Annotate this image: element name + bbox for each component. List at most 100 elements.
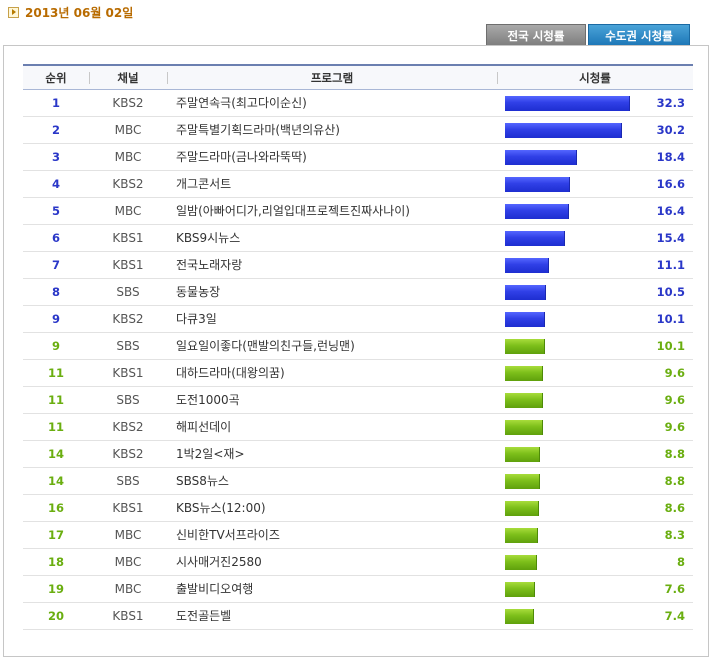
rating-cell: 7.4 (497, 603, 693, 630)
channel-cell: MBC (114, 581, 142, 596)
rank-cell: 14 (47, 446, 64, 461)
rating-value: 16.6 (656, 176, 685, 191)
channel-cell: KBS2 (112, 419, 144, 434)
rank-cell: 7 (51, 257, 60, 272)
channel-cell: SBS (116, 473, 140, 488)
column-header-rank: 순위 (45, 70, 67, 85)
rank-cell: 5 (51, 203, 60, 218)
rating-value: 8.8 (664, 473, 685, 488)
rating-value: 10.1 (656, 338, 685, 353)
rank-cell: 11 (47, 419, 64, 434)
rank-cell: 20 (47, 608, 64, 623)
rating-value: 7.4 (664, 608, 685, 623)
rating-bar (505, 149, 577, 165)
rating-cell: 9.6 (497, 360, 693, 387)
channel-cell: MBC (114, 527, 142, 542)
rank-cell: 6 (51, 230, 60, 245)
program-cell: 다큐3일 (176, 311, 217, 326)
rating-bar (505, 581, 535, 597)
channel-cell: KBS2 (112, 446, 144, 461)
rank-cell: 11 (47, 365, 64, 380)
rating-value: 9.6 (664, 419, 685, 434)
channel-cell: SBS (116, 338, 140, 353)
rating-cell: 8 (497, 549, 693, 576)
rank-cell: 18 (47, 554, 64, 569)
rating-value: 18.4 (656, 149, 685, 164)
channel-cell: MBC (114, 203, 142, 218)
rating-bar (505, 176, 570, 192)
rating-value: 9.6 (664, 392, 685, 407)
rank-cell: 14 (47, 473, 64, 488)
program-cell: 신비한TV서프라이즈 (176, 527, 280, 542)
rating-bar (505, 419, 543, 435)
rating-bar (505, 230, 565, 246)
rank-cell: 8 (51, 284, 60, 299)
program-cell: SBS8뉴스 (176, 473, 229, 488)
program-cell: 동물농장 (176, 284, 221, 299)
program-cell: 주말연속극(최고다이순신) (176, 95, 307, 110)
rating-bar (505, 311, 545, 327)
rating-bar (505, 284, 546, 300)
program-cell: 일요일이좋다(맨발의친구들,런닝맨) (176, 338, 355, 353)
rating-bar (505, 203, 569, 219)
program-cell: 도전골든벨 (176, 608, 232, 623)
channel-cell: KBS1 (112, 365, 144, 380)
rating-cell: 10.1 (497, 333, 693, 360)
table-row: 6 KBS1 KBS9시뉴스 15.4 (23, 225, 693, 252)
date-label: 2013년 06월 02일 (25, 5, 134, 20)
table-row: 20 KBS1 도전골든벨 7.4 (23, 603, 693, 630)
channel-cell: KBS1 (112, 230, 144, 245)
table-row: 19 MBC 출발비디오여행 7.6 (23, 576, 693, 603)
rating-bar (505, 392, 543, 408)
rating-bar (505, 365, 543, 381)
tab-capital-ratings[interactable]: 수도권 시청률 (588, 24, 690, 46)
tab-national-ratings[interactable]: 전국 시청률 (486, 24, 586, 46)
rank-cell: 2 (51, 122, 60, 137)
rating-value: 9.6 (664, 365, 685, 380)
program-cell: 주말드라마(금나와라뚝딱) (176, 149, 307, 164)
rating-value: 11.1 (656, 257, 685, 272)
ratings-panel: 순위 채널 프로그램 시청률 1 KBS2 주말연속극(최고다이순신) 32.3 2 MB… (3, 45, 709, 657)
rank-cell: 1 (51, 95, 60, 110)
rating-cell: 10.1 (497, 306, 693, 333)
program-cell: KBS9시뉴스 (176, 230, 241, 245)
column-header-program: 프로그램 (167, 71, 497, 85)
channel-cell: KBS2 (112, 95, 144, 110)
rating-bar (505, 500, 539, 516)
channel-cell: KBS1 (112, 500, 144, 515)
program-cell: 시사매거진2580 (176, 554, 262, 569)
arrow-right-icon (8, 6, 19, 18)
rating-value: 30.2 (656, 122, 685, 137)
rating-bar (505, 122, 622, 138)
table-row: 4 KBS2 개그콘서트 16.6 (23, 171, 693, 198)
rating-cell: 8.8 (497, 441, 693, 468)
rating-cell: 18.4 (497, 144, 693, 171)
rating-bar (505, 95, 630, 111)
program-cell: 전국노래자랑 (176, 257, 243, 272)
channel-cell: KBS1 (112, 608, 144, 623)
rating-value: 10.1 (656, 311, 685, 326)
channel-cell: KBS2 (112, 176, 144, 191)
rating-value: 8.6 (664, 500, 685, 515)
rating-cell: 11.1 (497, 252, 693, 279)
table-row: 11 KBS2 해피선데이 9.6 (23, 414, 693, 441)
table-row: 9 KBS2 다큐3일 10.1 (23, 306, 693, 333)
column-header-channel: 채널 (89, 71, 167, 85)
rating-cell: 8.6 (497, 495, 693, 522)
rating-bar (505, 446, 540, 462)
rating-value: 7.6 (664, 581, 685, 596)
channel-cell: KBS2 (112, 311, 144, 326)
rank-cell: 3 (51, 149, 60, 164)
table-row: 2 MBC 주말특별기획드라마(백년의유산) 30.2 (23, 117, 693, 144)
program-cell: 대하드라마(대왕의꿈) (176, 365, 285, 380)
rank-cell: 19 (47, 581, 64, 596)
program-cell: KBS뉴스(12:00) (176, 500, 266, 515)
rating-value: 8 (676, 554, 685, 569)
rating-value: 16.4 (656, 203, 685, 218)
rating-cell: 9.6 (497, 387, 693, 414)
table-row: 14 SBS SBS8뉴스 8.8 (23, 468, 693, 495)
rating-cell: 15.4 (497, 225, 693, 252)
column-header-rating: 시청률 (497, 71, 693, 85)
program-cell: 일밤(아빠어디가,리얼입대프로젝트진짜사나이) (176, 203, 410, 218)
rating-value: 32.3 (656, 95, 685, 110)
